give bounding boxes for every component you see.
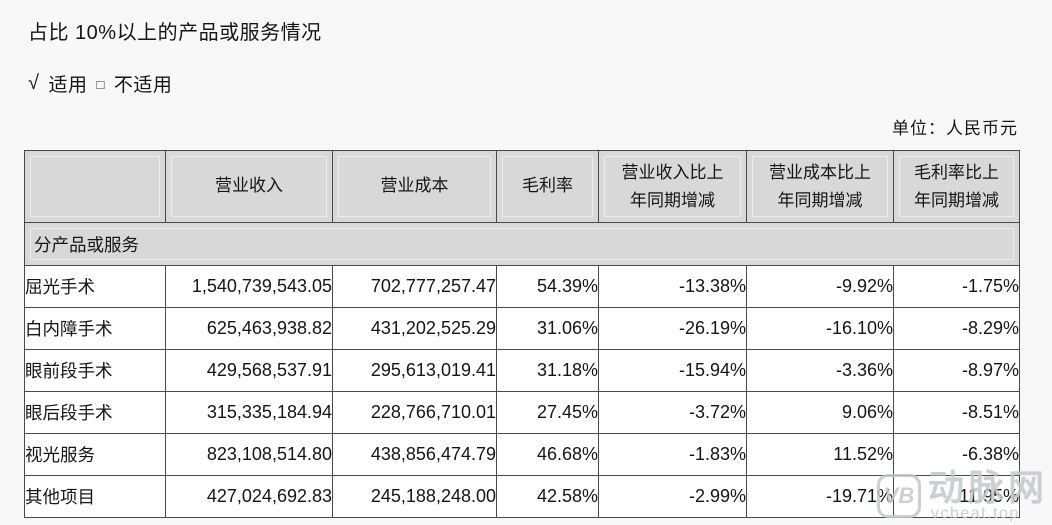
header-margin-yoy-line2: 年同期增减 bbox=[914, 190, 999, 210]
row-cost-yoy: -16.10% bbox=[746, 307, 894, 350]
header-gross-margin: 毛利率 bbox=[496, 150, 599, 223]
section-label: 分产品或服务 bbox=[24, 222, 1020, 266]
row-cost: 702,777,257.47 bbox=[332, 265, 497, 308]
row-revenue: 823,108,514.80 bbox=[165, 433, 333, 476]
row-name: 眼后段手术 bbox=[24, 391, 166, 434]
row-revenue-yoy: -26.19% bbox=[598, 307, 747, 350]
row-margin: 46.68% bbox=[496, 433, 599, 476]
checkbox-empty-icon: □ bbox=[96, 77, 105, 92]
row-cost: 295,613,019.41 bbox=[332, 349, 497, 392]
row-cost: 438,856,474.79 bbox=[332, 433, 497, 476]
row-cost-yoy: -9.92% bbox=[746, 265, 894, 308]
row-margin: 42.58% bbox=[496, 475, 599, 518]
header-cost: 营业成本 bbox=[332, 150, 497, 223]
row-revenue-yoy: -13.38% bbox=[598, 265, 747, 308]
header-revenue-yoy: 营业收入比上 年同期增减 bbox=[598, 150, 747, 223]
table-row-refractive-surgery: 屈光手术 1,540,739,543.05 702,777,257.47 54.… bbox=[24, 265, 1020, 308]
header-cost-yoy-line2: 年同期增减 bbox=[777, 190, 863, 210]
table-row-cataract-surgery: 白内障手术 625,463,938.82 431,202,525.29 31.0… bbox=[24, 307, 1020, 350]
table-row-anterior-segment-surgery: 眼前段手术 429,568,537.91 295,613,019.41 31.1… bbox=[24, 349, 1020, 392]
row-revenue-yoy: -1.83% bbox=[598, 433, 747, 476]
table-row-optometry-services: 视光服务 823,108,514.80 438,856,474.79 46.68… bbox=[24, 433, 1020, 476]
row-margin: 31.06% bbox=[496, 307, 599, 350]
row-margin-yoy: -6.38% bbox=[893, 433, 1020, 476]
row-cost: 245,188,248.00 bbox=[332, 475, 497, 518]
row-margin: 31.18% bbox=[496, 349, 599, 392]
page-title: 占比 10%以上的产品或服务情况 bbox=[28, 22, 322, 44]
row-name: 白内障手术 bbox=[24, 307, 166, 350]
row-revenue: 427,024,692.83 bbox=[165, 475, 333, 518]
row-cost-yoy: -3.36% bbox=[746, 349, 894, 392]
applicable-label: 适用 bbox=[48, 75, 88, 96]
header-margin-yoy-line1: 毛利率比上 bbox=[914, 162, 999, 182]
row-name: 眼前段手术 bbox=[24, 349, 166, 392]
row-revenue-yoy: -2.99% bbox=[598, 475, 747, 518]
row-revenue-yoy: -15.94% bbox=[598, 349, 747, 392]
header-revenue-yoy-line1: 营业收入比上 bbox=[621, 162, 724, 182]
row-margin-yoy: 11.95% bbox=[893, 475, 1020, 518]
header-revenue-yoy-line2: 年同期增减 bbox=[630, 190, 715, 210]
header-margin-yoy: 毛利率比上 年同期增减 bbox=[893, 150, 1020, 223]
row-name: 视光服务 bbox=[24, 433, 166, 476]
row-margin: 54.39% bbox=[496, 265, 599, 308]
check-mark-icon: √ bbox=[28, 72, 40, 94]
row-revenue: 1,540,739,543.05 bbox=[165, 265, 333, 308]
table-row-other-items: 其他项目 427,024,692.83 245,188,248.00 42.58… bbox=[24, 475, 1020, 518]
row-margin-yoy: -8.97% bbox=[893, 349, 1020, 392]
row-margin: 27.45% bbox=[496, 391, 599, 434]
not-applicable-label: 不适用 bbox=[113, 75, 173, 96]
table-row-posterior-segment-surgery: 眼后段手术 315,335,184.94 228,766,710.01 27.4… bbox=[24, 391, 1020, 434]
header-cost-yoy-line1: 营业成本比上 bbox=[769, 162, 871, 182]
header-revenue: 营业收入 bbox=[165, 150, 333, 223]
row-revenue: 625,463,938.82 bbox=[165, 307, 333, 350]
row-margin-yoy: -1.75% bbox=[893, 265, 1020, 308]
currency-unit-label: 单位：人民币元 bbox=[892, 119, 1018, 138]
applicable-selector: √ 适用 □ 不适用 bbox=[28, 70, 172, 97]
row-margin-yoy: -8.29% bbox=[893, 307, 1020, 350]
row-revenue: 315,335,184.94 bbox=[165, 391, 333, 434]
products-services-table: 营业收入 营业成本 毛利率 营业收入比上 年同期增减 营业成本比上 年同期增减 … bbox=[24, 150, 1020, 518]
section-row-by-product-or-service: 分产品或服务 bbox=[24, 222, 1020, 266]
row-cost: 228,766,710.01 bbox=[332, 391, 497, 434]
row-revenue-yoy: -3.72% bbox=[598, 391, 747, 434]
row-name: 其他项目 bbox=[24, 475, 166, 518]
row-cost: 431,202,525.29 bbox=[332, 307, 497, 350]
row-revenue: 429,568,537.91 bbox=[165, 349, 333, 392]
row-name: 屈光手术 bbox=[24, 265, 166, 308]
row-cost-yoy: 9.06% bbox=[746, 391, 894, 434]
row-cost-yoy: 11.52% bbox=[746, 433, 894, 476]
header-blank bbox=[24, 150, 166, 223]
header-cost-yoy: 营业成本比上 年同期增减 bbox=[746, 150, 894, 223]
row-cost-yoy: -19.71% bbox=[746, 475, 894, 518]
row-margin-yoy: -8.51% bbox=[893, 391, 1020, 434]
table-header-row: 营业收入 营业成本 毛利率 营业收入比上 年同期增减 营业成本比上 年同期增减 … bbox=[24, 150, 1020, 223]
